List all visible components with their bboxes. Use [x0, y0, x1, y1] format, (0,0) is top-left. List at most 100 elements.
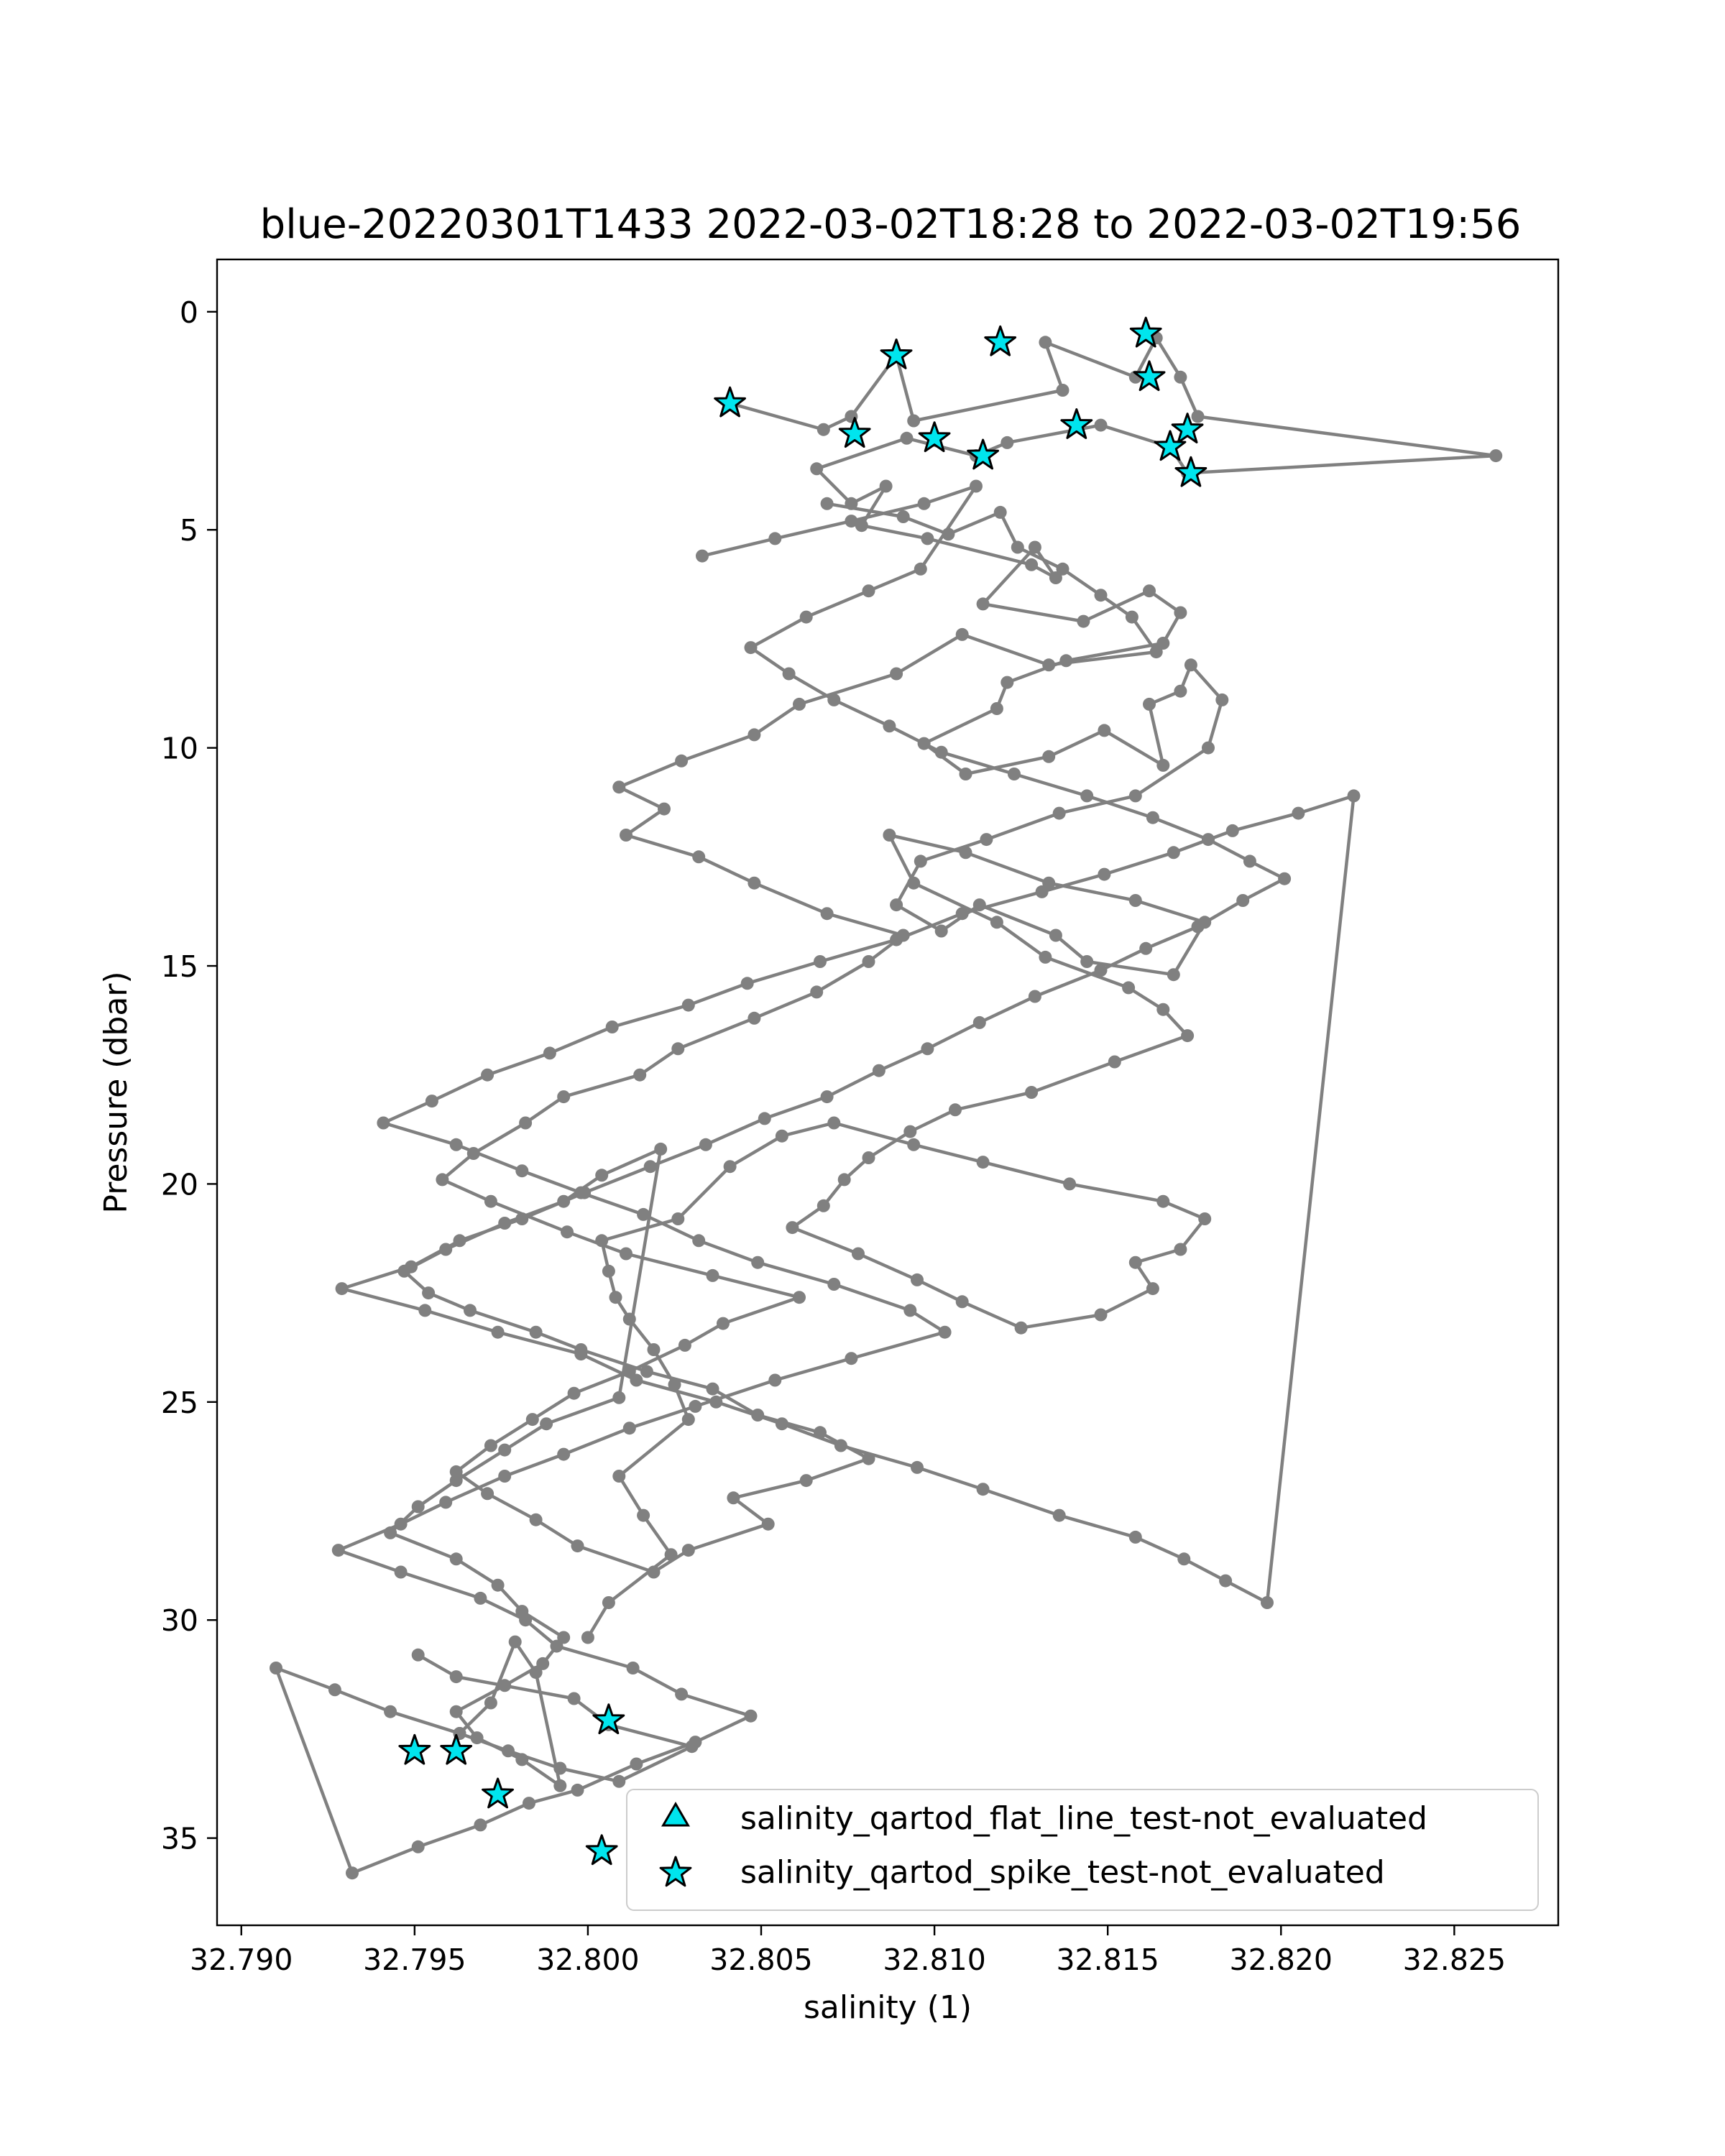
- x-tick-label: 32.815: [1056, 1943, 1159, 1977]
- data-point: [845, 1352, 858, 1365]
- data-point: [671, 1042, 685, 1056]
- data-point: [1052, 1508, 1066, 1522]
- data-point: [1167, 968, 1180, 982]
- data-point: [612, 1774, 626, 1788]
- data-point: [921, 1042, 934, 1056]
- data-point: [1198, 1212, 1212, 1225]
- spike-flag-marker: [1174, 456, 1208, 487]
- data-point: [474, 1591, 487, 1605]
- data-point: [970, 479, 983, 493]
- data-point: [685, 1740, 699, 1754]
- data-point: [1049, 929, 1062, 942]
- chart-title: blue-20220301T1433 2022-03-02T18:28 to 2…: [260, 201, 1522, 248]
- spike-flag-marker: [440, 1733, 473, 1765]
- data-point: [335, 1282, 349, 1296]
- data-point: [883, 829, 896, 842]
- data-point: [1042, 658, 1056, 672]
- data-point: [449, 1670, 463, 1684]
- data-point: [474, 1818, 487, 1832]
- data-point: [1184, 658, 1197, 672]
- data-point: [1122, 981, 1136, 995]
- data-point: [647, 1343, 661, 1356]
- y-tick-label: 5: [180, 513, 198, 548]
- data-point: [976, 1483, 990, 1496]
- data-point: [855, 519, 868, 533]
- data-point: [384, 1526, 397, 1539]
- data-point: [466, 1147, 480, 1160]
- data-point: [508, 1635, 522, 1649]
- spike-flag-marker: [592, 1703, 625, 1735]
- data-point: [1181, 1029, 1195, 1043]
- data-point: [990, 916, 1003, 929]
- data-point: [439, 1496, 453, 1509]
- data-point: [622, 1422, 636, 1435]
- data-point: [1039, 950, 1052, 964]
- data-point: [481, 1068, 494, 1082]
- data-point: [810, 462, 824, 476]
- y-tick-label: 30: [161, 1603, 198, 1638]
- data-point: [1128, 1530, 1142, 1544]
- data-point: [1191, 920, 1205, 934]
- data-point: [595, 1234, 609, 1248]
- star-marker-icon: [659, 1856, 692, 1887]
- data-point: [820, 497, 834, 510]
- data-point: [1035, 885, 1049, 898]
- data-point: [949, 1103, 962, 1117]
- data-point: [626, 1662, 640, 1674]
- data-point: [748, 876, 761, 890]
- data-point: [845, 515, 858, 528]
- data-point: [744, 641, 758, 655]
- data-point: [384, 1705, 397, 1718]
- data-point: [896, 510, 910, 523]
- data-point: [675, 754, 689, 768]
- data-point: [536, 1657, 550, 1670]
- data-point: [862, 584, 875, 598]
- spike-flag-marker: [967, 438, 999, 470]
- data-point: [852, 1247, 865, 1261]
- data-point: [449, 1552, 463, 1566]
- data-point: [1059, 654, 1073, 668]
- data-point: [394, 1565, 408, 1579]
- y-tick-label: 0: [180, 295, 198, 330]
- spike-flag-marker: [838, 417, 871, 448]
- data-point: [907, 414, 921, 428]
- data-point: [959, 846, 972, 860]
- data-point: [1011, 540, 1024, 554]
- data-point: [1202, 741, 1215, 755]
- data-point: [1025, 1086, 1039, 1099]
- data-point: [761, 1517, 775, 1531]
- data-point: [1243, 854, 1256, 868]
- data-point: [574, 1186, 588, 1199]
- data-point: [574, 1348, 588, 1361]
- data-point: [612, 1391, 626, 1404]
- data-point: [481, 1487, 494, 1501]
- data-point: [890, 898, 903, 912]
- data-point: [1167, 846, 1180, 860]
- data-point: [1146, 1282, 1159, 1296]
- data-point: [1215, 693, 1229, 706]
- data-point: [678, 1338, 691, 1352]
- data-point: [675, 1687, 689, 1701]
- data-point: [903, 1304, 917, 1317]
- triangle-marker-icon: [661, 1802, 691, 1827]
- data-point: [959, 768, 972, 780]
- data-point: [557, 1090, 571, 1104]
- data-point: [557, 1194, 571, 1208]
- data-point: [917, 497, 931, 510]
- data-point: [793, 697, 806, 711]
- data-point: [907, 1138, 921, 1151]
- data-point: [692, 1234, 706, 1248]
- data-point: [331, 1544, 345, 1557]
- data-point: [934, 924, 948, 938]
- data-point: [972, 898, 986, 912]
- data-point: [872, 1064, 886, 1077]
- data-point: [643, 1160, 657, 1174]
- data-point: [1042, 876, 1056, 890]
- data-point: [1128, 894, 1142, 907]
- x-tick-label: 32.810: [883, 1943, 985, 1977]
- spike-flag-marker: [1060, 408, 1093, 439]
- data-point: [942, 528, 955, 541]
- y-tick-label: 25: [161, 1386, 198, 1420]
- data-point: [768, 532, 782, 545]
